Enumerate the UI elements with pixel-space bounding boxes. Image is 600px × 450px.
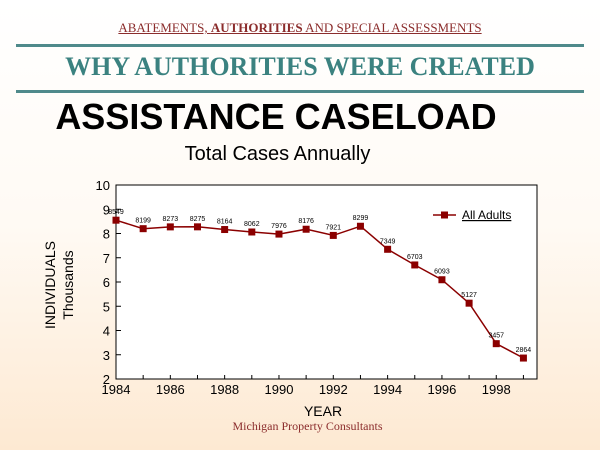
series-line [115, 219, 524, 359]
data-label: 8176 [298, 218, 314, 225]
footer-credit: Michigan Property Consultants [232, 419, 383, 433]
presentation-header: ABATEMENTS, AUTHORITIES AND SPECIAL ASSE… [0, 20, 600, 36]
x-tick-label: 1988 [210, 382, 239, 397]
data-point [139, 225, 147, 233]
data-label: 8299 [353, 215, 369, 222]
legend-label: All Adults [462, 208, 511, 222]
data-label: 8062 [244, 221, 260, 228]
data-point [465, 299, 473, 307]
data-point [438, 276, 446, 284]
data-label: 7349 [380, 238, 396, 245]
data-label: 7976 [271, 223, 287, 230]
data-label: 8164 [217, 219, 233, 226]
x-tick-label: 1990 [265, 382, 294, 397]
data-point [275, 230, 283, 238]
chart-subtitle: Total Cases Annually [184, 143, 371, 165]
data-label: 8549 [108, 209, 124, 216]
data-point [112, 216, 120, 224]
data-point [248, 228, 256, 236]
x-axis-label: YEAR [304, 403, 342, 419]
y-axis-label: INDIVIDUALS [42, 241, 58, 329]
header-text-3: AND SPECIAL ASSESSMENTS [302, 20, 482, 35]
data-label: 8273 [163, 216, 179, 223]
data-label: 3457 [488, 333, 504, 340]
legend-marker [441, 211, 448, 219]
y-tick-label: 4 [103, 324, 110, 339]
x-tick-label: 1986 [156, 382, 185, 397]
data-label: 8275 [190, 216, 206, 223]
data-label: 2864 [516, 347, 532, 354]
x-tick-label: 1992 [319, 382, 348, 397]
data-point [519, 354, 527, 362]
section-title: WHY AUTHORITIES WERE CREATED [65, 52, 535, 81]
header-text-1: ABATEMENTS, [118, 20, 211, 35]
data-label: 5127 [461, 292, 477, 299]
data-point [221, 226, 229, 234]
y-tick-label: 9 [103, 202, 110, 217]
data-point [302, 225, 310, 233]
y-tick-label: 5 [103, 299, 110, 314]
x-tick-label: 1998 [482, 382, 511, 397]
y-tick-label: 3 [103, 348, 110, 363]
y-tick-label: 7 [103, 251, 110, 266]
data-label: 8199 [135, 218, 151, 225]
header-text-2: AUTHORITIES [210, 20, 303, 35]
bottom-divider [16, 90, 584, 93]
chart-title: ASSISTANCE CASELOAD [55, 96, 497, 137]
data-point [492, 340, 500, 348]
x-tick-label: 1996 [427, 382, 456, 397]
data-label: 6093 [434, 269, 450, 276]
data-point [166, 223, 174, 231]
plot-area [115, 184, 538, 380]
y-tick-label: 2 [103, 372, 110, 387]
y-tick-label: 10 [96, 178, 110, 193]
x-tick-label: 1994 [373, 382, 402, 397]
data-point [411, 261, 419, 269]
data-label: 6703 [407, 254, 423, 261]
top-divider [16, 44, 584, 47]
data-point [329, 231, 337, 239]
data-point [384, 245, 392, 253]
y-axis-unit: Thousands [60, 250, 76, 319]
y-tick-label: 8 [103, 227, 110, 242]
data-label: 7921 [326, 224, 342, 231]
data-point [356, 222, 364, 230]
x-tick-label: 1984 [102, 382, 131, 397]
data-point [193, 223, 201, 231]
y-tick-label: 6 [103, 275, 110, 290]
